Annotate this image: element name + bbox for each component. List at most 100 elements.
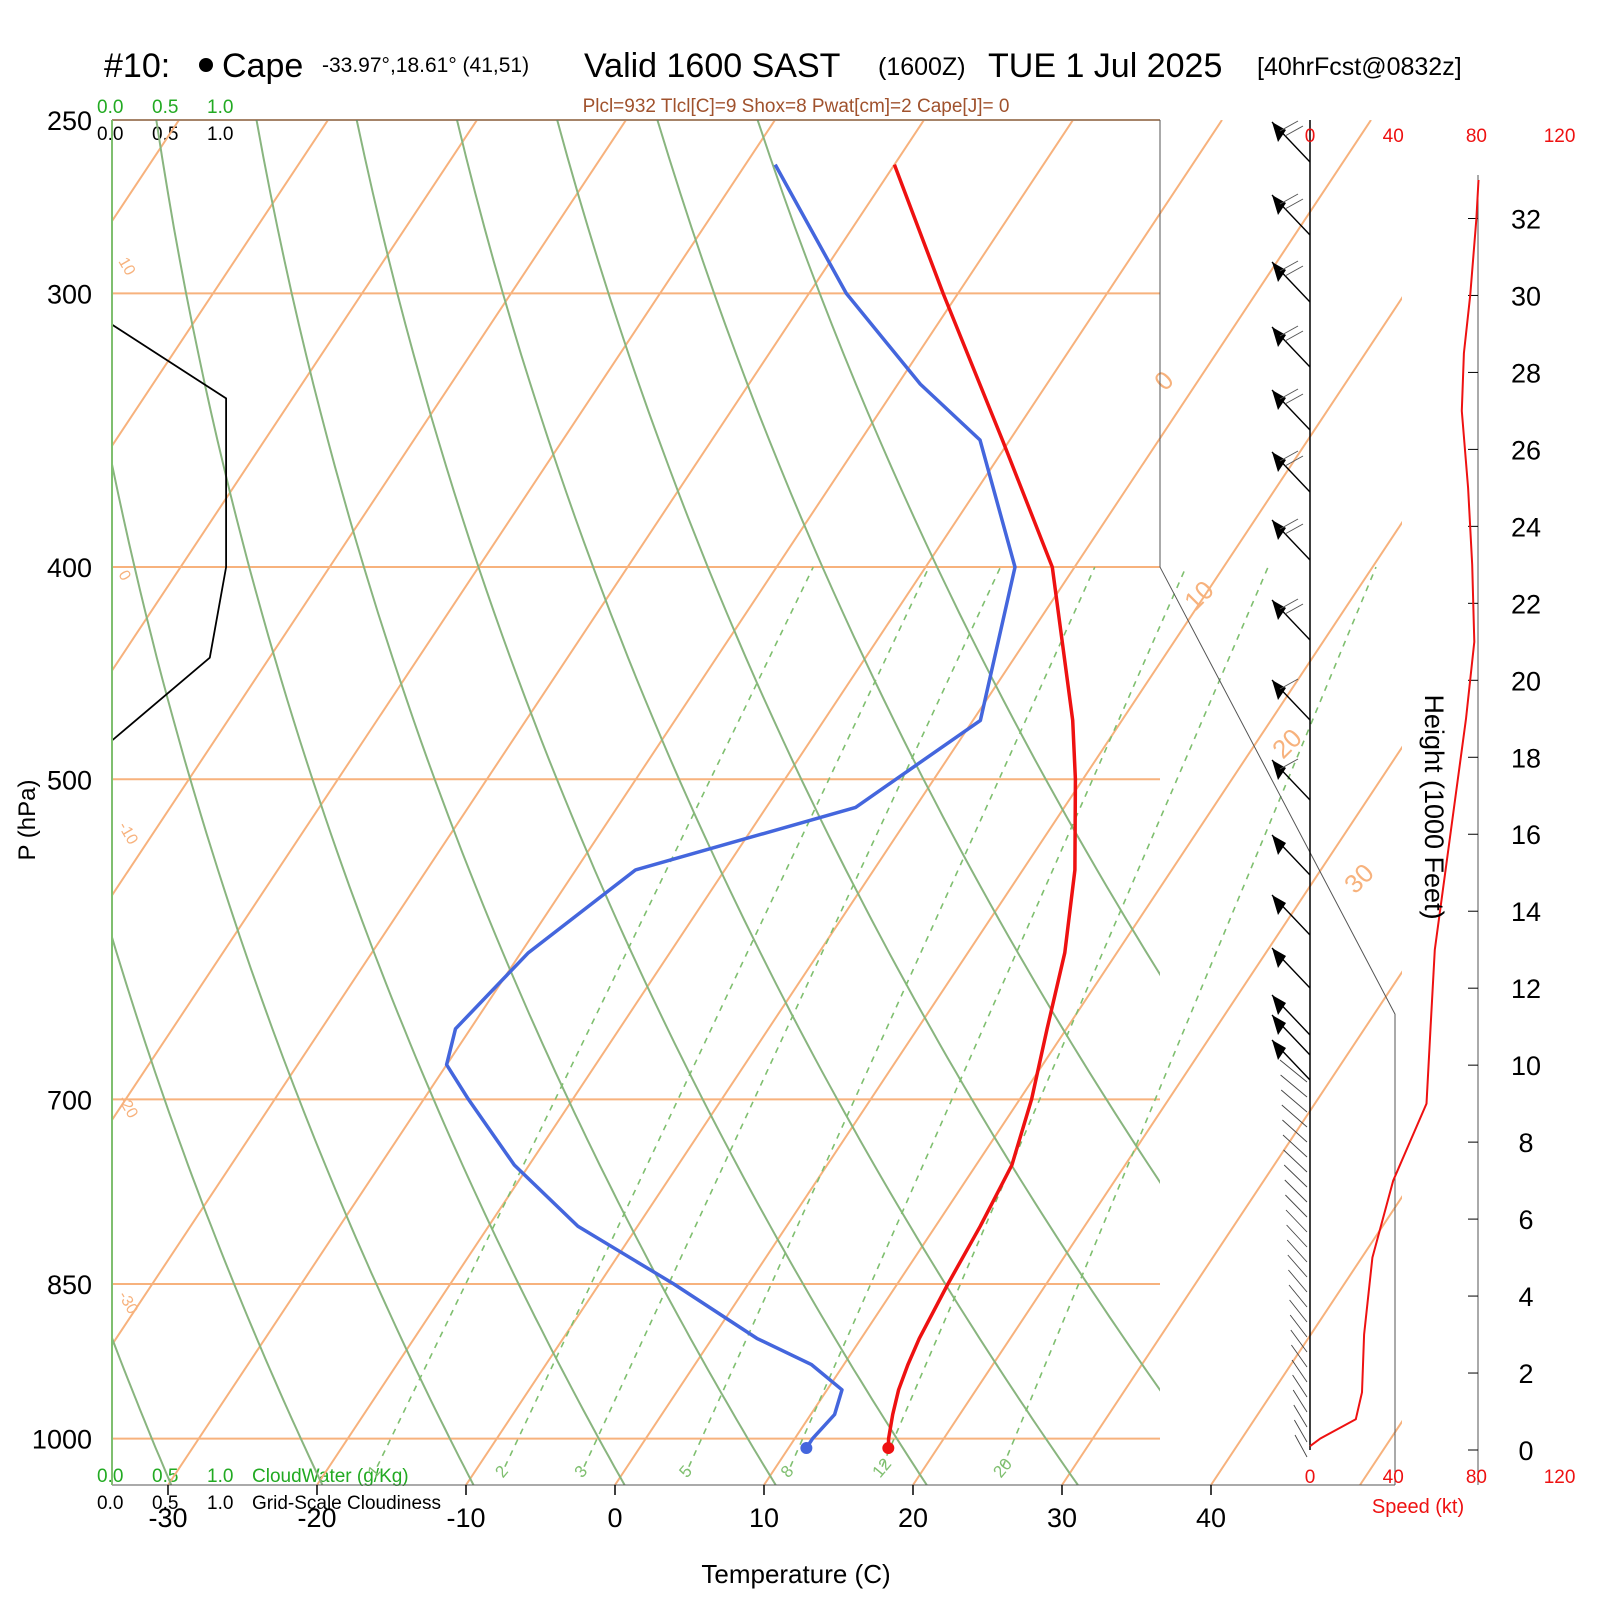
low-level-barb: [1288, 1284, 1308, 1308]
x-tick-label: -20: [297, 1503, 336, 1533]
isotherm-line: [1509, 120, 1600, 1485]
cloud-scale-top: 0.0 0.5 1.0 0.0 0.5 1.0: [97, 97, 233, 145]
x-tick-label: -10: [446, 1503, 485, 1533]
scale-bottom-black-2: 1.0: [207, 1493, 233, 1514]
wind-barb-pennant: [1272, 122, 1286, 142]
scale-top-black-2: 1.0: [207, 124, 233, 145]
isotherm-line: [1061, 970, 1402, 1485]
x-tick-label: 30: [1047, 1503, 1077, 1533]
x-tick-label: 40: [1196, 1503, 1226, 1533]
low-level-barb: [1292, 1374, 1308, 1398]
height-tick-label: 20: [1511, 666, 1541, 696]
wind-barb-pennant: [1272, 995, 1286, 1015]
height-tick-label: 14: [1511, 897, 1541, 927]
height-tick-label: 26: [1511, 435, 1541, 465]
valid-zulu: (1600Z): [878, 53, 966, 81]
pressure-tick-label: 500: [47, 765, 92, 795]
pressure-tick-label: 1000: [32, 1425, 92, 1455]
mixing-ratio-line: [583, 566, 1002, 1468]
height-tick-label: 0: [1518, 1436, 1533, 1466]
scale-bottom-black-1: 0.5: [152, 1493, 178, 1514]
mixing-ratio-label: 12: [869, 1455, 896, 1482]
y-axis-title: P (hPa): [14, 780, 41, 861]
height-tick-label: 2: [1518, 1359, 1533, 1389]
isobar-lines: [112, 119, 1160, 1440]
x-tick-label: 20: [898, 1503, 928, 1533]
wind-barb-pennant: [1272, 452, 1286, 472]
low-level-barb: [1279, 1059, 1308, 1083]
scale-bottom-black-0: 0.0: [97, 1493, 123, 1514]
mixing-ratio-line: [376, 566, 814, 1468]
isotherm-line: [1210, 1195, 1402, 1485]
low-level-barb: [1285, 1209, 1308, 1233]
wind-barb-pennant: [1272, 680, 1286, 700]
height-tick-label: 32: [1511, 204, 1541, 234]
height-tick-label: 4: [1518, 1282, 1533, 1312]
wind-barb-flag: [1279, 260, 1299, 272]
isotherm-line: [465, 120, 1372, 1485]
cloudiness-profile: [111, 323, 228, 742]
station-location: -33.97°,18.61° (41,51): [322, 54, 529, 77]
chart-header: #10: Cape -33.97°,18.61° (41,51) Valid 1…: [104, 47, 1462, 117]
sounding-series: [444, 163, 1078, 1455]
low-level-barb: [1289, 1299, 1308, 1323]
mixing-ratio-lines: 1 2 3 5 8 12 20: [364, 566, 1377, 1482]
wind-barb-flag: [1284, 198, 1304, 210]
wind-barb-flag: [1279, 193, 1299, 205]
isotherm-line: [112, 120, 329, 448]
low-level-barb: [1289, 1314, 1308, 1338]
pressure-tick-label: 850: [47, 1270, 92, 1300]
isotherm-axis-label: 10: [115, 255, 139, 279]
x-tick-label: 10: [749, 1503, 779, 1533]
height-tick-label: 24: [1511, 512, 1541, 542]
low-level-barb: [1294, 1434, 1308, 1458]
cloudiness-label: Grid-Scale Cloudiness: [252, 1493, 441, 1514]
dry-adiabat-line: [155, 120, 626, 1485]
stability-indices: Plcl=932 Tlcl[C]=9 Shox=8 Pwat[cm]=2 Cap…: [583, 96, 1010, 117]
low-level-barb: [1291, 1359, 1308, 1383]
isotherm-line: [316, 120, 1223, 1485]
station-dot-icon: [199, 58, 213, 72]
low-level-barb: [1280, 1089, 1308, 1113]
x-axis-title: Temperature (C): [701, 1559, 890, 1589]
wind-barb-flag: [1279, 518, 1299, 530]
wind-barb-flag: [1279, 450, 1299, 462]
speed-bottom-label: 120: [1544, 1467, 1576, 1488]
x-tick-label: 0: [607, 1503, 622, 1533]
wind-barb-flag: [1284, 523, 1304, 535]
dry-adiabat-line: [255, 120, 777, 1485]
isotherm-line: [112, 120, 627, 898]
height-axis-title: Height (1000 Feet): [1419, 694, 1449, 919]
wind-barb-pennant: [1272, 760, 1286, 780]
wind-barb-pennant: [1272, 835, 1286, 855]
wind-speed-line: [1309, 179, 1480, 1448]
wind-barb-pennant: [1272, 948, 1286, 968]
mixing-ratio-line: [504, 566, 930, 1468]
low-level-barb: [1284, 1179, 1308, 1203]
isotherm-line: [1359, 1419, 1402, 1485]
x-tick-label: -30: [148, 1503, 187, 1533]
height-tick-label: 8: [1518, 1128, 1533, 1158]
dewpoint-line: [444, 163, 1017, 1450]
dry-adiabat-line: [112, 459, 475, 1485]
low-level-barb: [1282, 1119, 1308, 1143]
mixing-ratio-label: 5: [675, 1462, 696, 1481]
wind-barb-flag: [1279, 388, 1299, 400]
height-tick-label: 16: [1511, 820, 1541, 850]
isotherm-line: [763, 520, 1402, 1485]
wind-barb-flag: [1284, 125, 1304, 137]
wind-panel: 0246810121416182022242628303200404080801…: [1271, 120, 1576, 1488]
low-level-barb: [1286, 1224, 1308, 1248]
dry-adiabat-line: [756, 120, 1160, 977]
scale-bottom-green-0: 0.0: [97, 1466, 123, 1487]
low-level-barb: [1294, 1419, 1308, 1443]
plot-id: #10:: [104, 47, 170, 85]
height-tick-label: 12: [1511, 974, 1541, 1004]
station-name: Cape: [222, 47, 303, 85]
isotherm-axis-label: -30: [115, 1289, 141, 1318]
scale-top-green-0: 0.0: [97, 97, 123, 118]
height-tick-label: 10: [1511, 1051, 1541, 1081]
cloudiness-line: [111, 323, 228, 742]
pressure-tick-label: 250: [47, 106, 92, 136]
